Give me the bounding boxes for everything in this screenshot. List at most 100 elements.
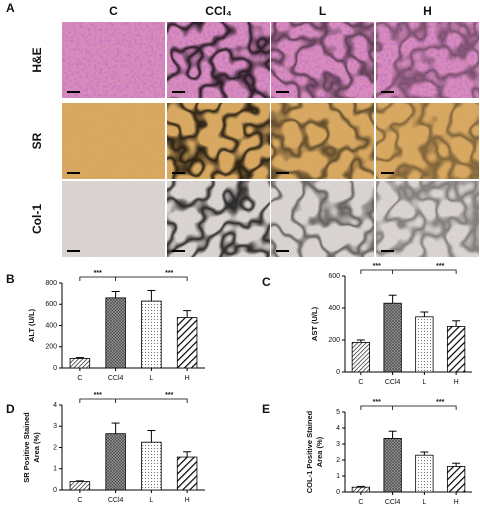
y-tick-label: 1 xyxy=(53,466,57,473)
x-tick-label: CCl4 xyxy=(108,375,124,382)
y-tick-label: 4 xyxy=(336,425,340,432)
y-tick-label: 2 xyxy=(53,444,57,451)
fibrosis xyxy=(376,181,479,257)
fibrosis-texture xyxy=(271,181,374,257)
row-label: H&E xyxy=(30,47,44,72)
panel-label: A xyxy=(6,1,15,15)
x-tick-label: L xyxy=(149,497,153,504)
panel-label: D xyxy=(6,402,15,416)
fibrosis xyxy=(376,103,479,179)
y-tick-label: 0 xyxy=(53,487,57,494)
y-tick-label: 800 xyxy=(45,280,57,287)
fibrosis xyxy=(271,103,374,179)
micrograph xyxy=(62,103,165,179)
fibrosis-texture xyxy=(271,103,374,179)
significance-bracket xyxy=(360,405,457,410)
image-texture xyxy=(62,22,165,98)
y-tick-label: 600 xyxy=(45,301,57,308)
column-label: C xyxy=(109,4,118,18)
micrograph xyxy=(376,181,479,257)
x-tick-label: H xyxy=(454,499,459,506)
micrograph xyxy=(167,181,270,257)
bar xyxy=(415,316,434,373)
bar xyxy=(105,433,126,491)
fibrosis-texture xyxy=(376,22,479,98)
micrograph xyxy=(62,22,165,98)
bar xyxy=(176,317,198,369)
y-axis-label: ALT (U/L) xyxy=(27,308,36,342)
bar xyxy=(383,302,402,373)
y-tick-label: 1 xyxy=(336,473,340,480)
fibrosis-texture xyxy=(376,103,479,179)
y-tick-label: 600 xyxy=(328,273,340,280)
y-tick-label: 3 xyxy=(53,423,57,430)
bar xyxy=(141,300,162,369)
bar xyxy=(383,437,402,493)
column-label: L xyxy=(319,4,326,18)
x-tick-label: H xyxy=(454,379,459,386)
fibrosis xyxy=(167,181,270,257)
y-tick-label: 400 xyxy=(328,305,340,312)
bar xyxy=(69,481,91,491)
y-tick-label: 4 xyxy=(53,402,57,409)
bar xyxy=(176,456,198,491)
fibrosis xyxy=(271,181,374,257)
x-tick-label: C xyxy=(77,375,82,382)
fibrosis-texture xyxy=(167,181,270,257)
x-tick-label: C xyxy=(358,499,363,506)
y-tick-label: 200 xyxy=(328,337,340,344)
bar xyxy=(415,454,434,493)
micrograph xyxy=(271,181,374,257)
significance-bracket xyxy=(79,276,188,281)
panel-label: B xyxy=(6,272,15,286)
micrograph xyxy=(167,22,270,98)
x-tick-label: L xyxy=(149,375,153,382)
y-tick-label: 400 xyxy=(45,322,57,329)
bar xyxy=(351,341,371,373)
micrograph xyxy=(376,103,479,179)
y-axis-label: SR Positive Stained xyxy=(22,412,31,483)
x-tick-label: C xyxy=(358,379,363,386)
y-axis-label: COL-1 Positive Stained xyxy=(305,410,314,493)
significance-label: *** xyxy=(373,399,381,406)
significance-bracket xyxy=(360,269,457,274)
significance-label: *** xyxy=(94,270,102,277)
micrograph xyxy=(167,103,270,179)
significance-label: *** xyxy=(165,392,173,399)
bar xyxy=(446,465,466,493)
significance-label: *** xyxy=(165,270,173,277)
row-label: Col-1 xyxy=(30,204,44,234)
x-tick-label: C xyxy=(77,497,82,504)
x-tick-label: CCl4 xyxy=(385,379,401,386)
y-tick-label: 2 xyxy=(336,457,340,464)
significance-bracket xyxy=(79,398,188,403)
panel-label: C xyxy=(262,275,271,289)
x-tick-label: CCl4 xyxy=(108,497,124,504)
fibrosis xyxy=(271,22,374,98)
bar xyxy=(69,358,91,369)
y-tick-label: 0 xyxy=(53,365,57,372)
bar xyxy=(141,441,162,491)
y-tick-label: 3 xyxy=(336,441,340,448)
bar xyxy=(446,325,466,373)
significance-label: *** xyxy=(94,392,102,399)
x-tick-label: H xyxy=(185,497,190,504)
significance-label: *** xyxy=(373,263,381,270)
y-tick-label: 5 xyxy=(336,409,340,416)
fibrosis xyxy=(167,22,270,98)
bar xyxy=(351,486,371,493)
micrograph xyxy=(376,22,479,98)
y-tick-label: 200 xyxy=(45,344,57,351)
x-tick-label: L xyxy=(422,499,426,506)
fibrosis-texture xyxy=(376,181,479,257)
fibrosis xyxy=(376,22,479,98)
micrograph xyxy=(271,22,374,98)
row-label: SR xyxy=(30,132,44,149)
fibrosis-texture xyxy=(271,22,374,98)
panel-label: E xyxy=(262,402,270,416)
fibrosis-texture xyxy=(167,103,270,179)
image-texture xyxy=(62,103,165,179)
y-axis-label: Area (%) xyxy=(32,432,41,463)
significance-label: *** xyxy=(436,399,444,406)
